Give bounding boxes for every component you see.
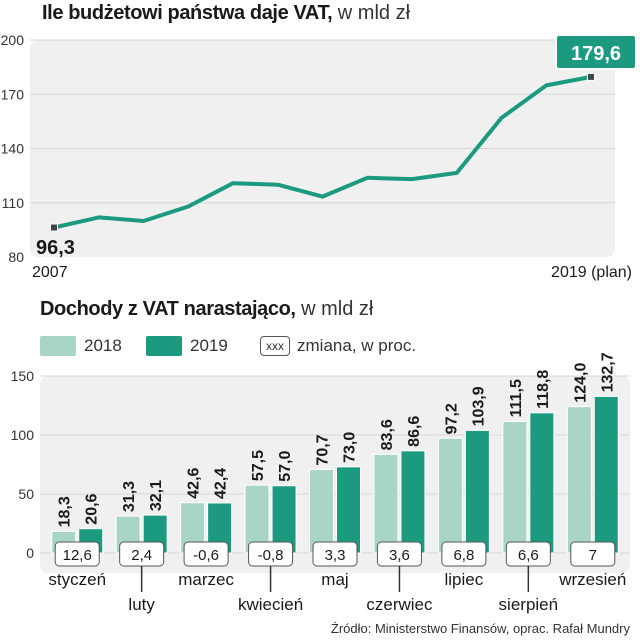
legend-2018-swatch: [40, 336, 76, 356]
bar-value-label-2018-4: 57,5: [250, 450, 267, 481]
bar-2018-5: [309, 469, 334, 554]
bar-2019-9: [593, 395, 619, 554]
legend-change-label: zmiana, w proc.: [297, 336, 417, 355]
line-label-last: 179,6: [571, 43, 621, 65]
source-note: Źródło: Ministerstwo Finansów, oprac. Ra…: [330, 621, 630, 636]
line-chart-title-bold: Ile budżetowi państwa daje VAT,: [42, 2, 333, 24]
line-y-tick-label: 170: [1, 86, 25, 102]
x-category-label-1: styczeń: [48, 570, 106, 589]
bar-value-label-2018-7: 97,2: [443, 403, 460, 434]
bar-y-tick-label: 100: [11, 427, 35, 443]
change-label-5: 3,3: [325, 547, 346, 564]
line-point-first: [50, 223, 58, 232]
line-point-last: [587, 72, 595, 81]
change-box-9: [570, 541, 616, 567]
bar-value-label-2018-3: 42,6: [186, 467, 203, 498]
x-category-label-6: czerwiec: [366, 595, 433, 614]
change-label-2: 2,4: [131, 547, 152, 564]
bar-2019-7: [464, 429, 490, 554]
x-category-label-9: wrzesień: [558, 570, 626, 589]
line-x-tick-label-start: 2007: [32, 264, 68, 281]
bar-2018-7: [437, 437, 463, 554]
bar-value-label-2019-8: 118,8: [535, 370, 552, 409]
bar-value-label-2019-4: 57,0: [277, 450, 294, 481]
bar-chart-title-unit: w mld zł: [295, 298, 374, 320]
bar-value-label-2019-9: 132,7: [599, 352, 616, 392]
legend-2019-swatch: [146, 336, 182, 356]
bar-2019-6: [400, 450, 426, 554]
change-label-4: -0,8: [258, 547, 284, 564]
bar-value-label-2018-1: 18,3: [57, 496, 74, 527]
legend-2019-label: 2019: [190, 336, 228, 355]
bar-y-tick-label: 50: [18, 486, 34, 502]
change-label-3: -0,6: [193, 547, 219, 564]
legend-change: xxx zmiana, w proc.: [260, 336, 416, 356]
bar-value-label-2018-6: 83,6: [379, 419, 396, 450]
x-category-label-8: sierpień: [499, 595, 559, 614]
change-label-6: 3,6: [389, 547, 410, 564]
line-series-vat: [52, 74, 593, 230]
legend-2019: 2019: [146, 336, 228, 356]
bar-y-tick-label: 150: [11, 368, 35, 384]
line-y-tick-label: 80: [8, 249, 24, 265]
change-label-1: 12,6: [63, 547, 92, 564]
bar-value-label-2019-1: 20,6: [84, 493, 101, 524]
line-x-tick-label-end: 2019 (plan): [551, 264, 632, 281]
x-category-label-5: maj: [321, 570, 348, 589]
bar-value-label-2018-5: 70,7: [315, 434, 332, 465]
x-category-label-4: kwiecień: [238, 595, 303, 614]
bar-value-label-2019-6: 86,6: [406, 416, 423, 447]
legend-2018: 2018: [40, 336, 122, 356]
bar-value-label-2019-2: 32,1: [148, 480, 165, 511]
line-chart-title: Ile budżetowi państwa daje VAT, w mld zł: [42, 2, 410, 25]
change-box-1: [54, 541, 100, 567]
bar-value-label-2018-9: 124,0: [572, 363, 589, 403]
line-label-first: 96,3: [36, 237, 75, 259]
bar-2019-8: [529, 412, 555, 554]
bar-value-label-2019-5: 73,0: [342, 432, 359, 463]
bar-2019-5: [336, 466, 361, 554]
line-y-tick-label: 200: [1, 32, 25, 48]
bar-value-label-2019-3: 42,4: [213, 468, 230, 499]
bar-2018-8: [502, 420, 528, 554]
line-label-last-box: [555, 34, 637, 70]
line-y-tick-label: 140: [1, 141, 25, 157]
change-label-7: 6,8: [453, 547, 474, 564]
bar-chart-title: Dochody z VAT narastająco, w mld zł: [40, 298, 373, 321]
bar-value-label-2018-8: 111,5: [508, 379, 525, 417]
change-box-3: [183, 541, 229, 567]
bar-value-label-2018-2: 31,3: [121, 481, 138, 512]
line-y-tick-label: 110: [2, 195, 25, 211]
change-box-7: [441, 541, 487, 567]
legend-2018-label: 2018: [84, 336, 122, 355]
bar-chart-title-bold: Dochody z VAT narastająco,: [40, 298, 296, 320]
x-category-label-7: lipiec: [445, 570, 484, 589]
change-box-5: [312, 541, 358, 567]
x-category-label-3: marzec: [178, 570, 234, 589]
x-category-label-2: luty: [128, 595, 155, 614]
bar-2018-6: [373, 453, 399, 554]
legend-change-box: xxx: [260, 336, 290, 356]
change-label-8: 6,6: [518, 547, 539, 564]
change-label-9: 7: [589, 547, 597, 564]
bar-2018-9: [566, 406, 592, 554]
bar-value-label-2019-7: 103,9: [470, 386, 487, 426]
line-chart-title-unit: w mld zł: [332, 2, 411, 24]
bar-y-tick-label: 0: [26, 545, 34, 561]
